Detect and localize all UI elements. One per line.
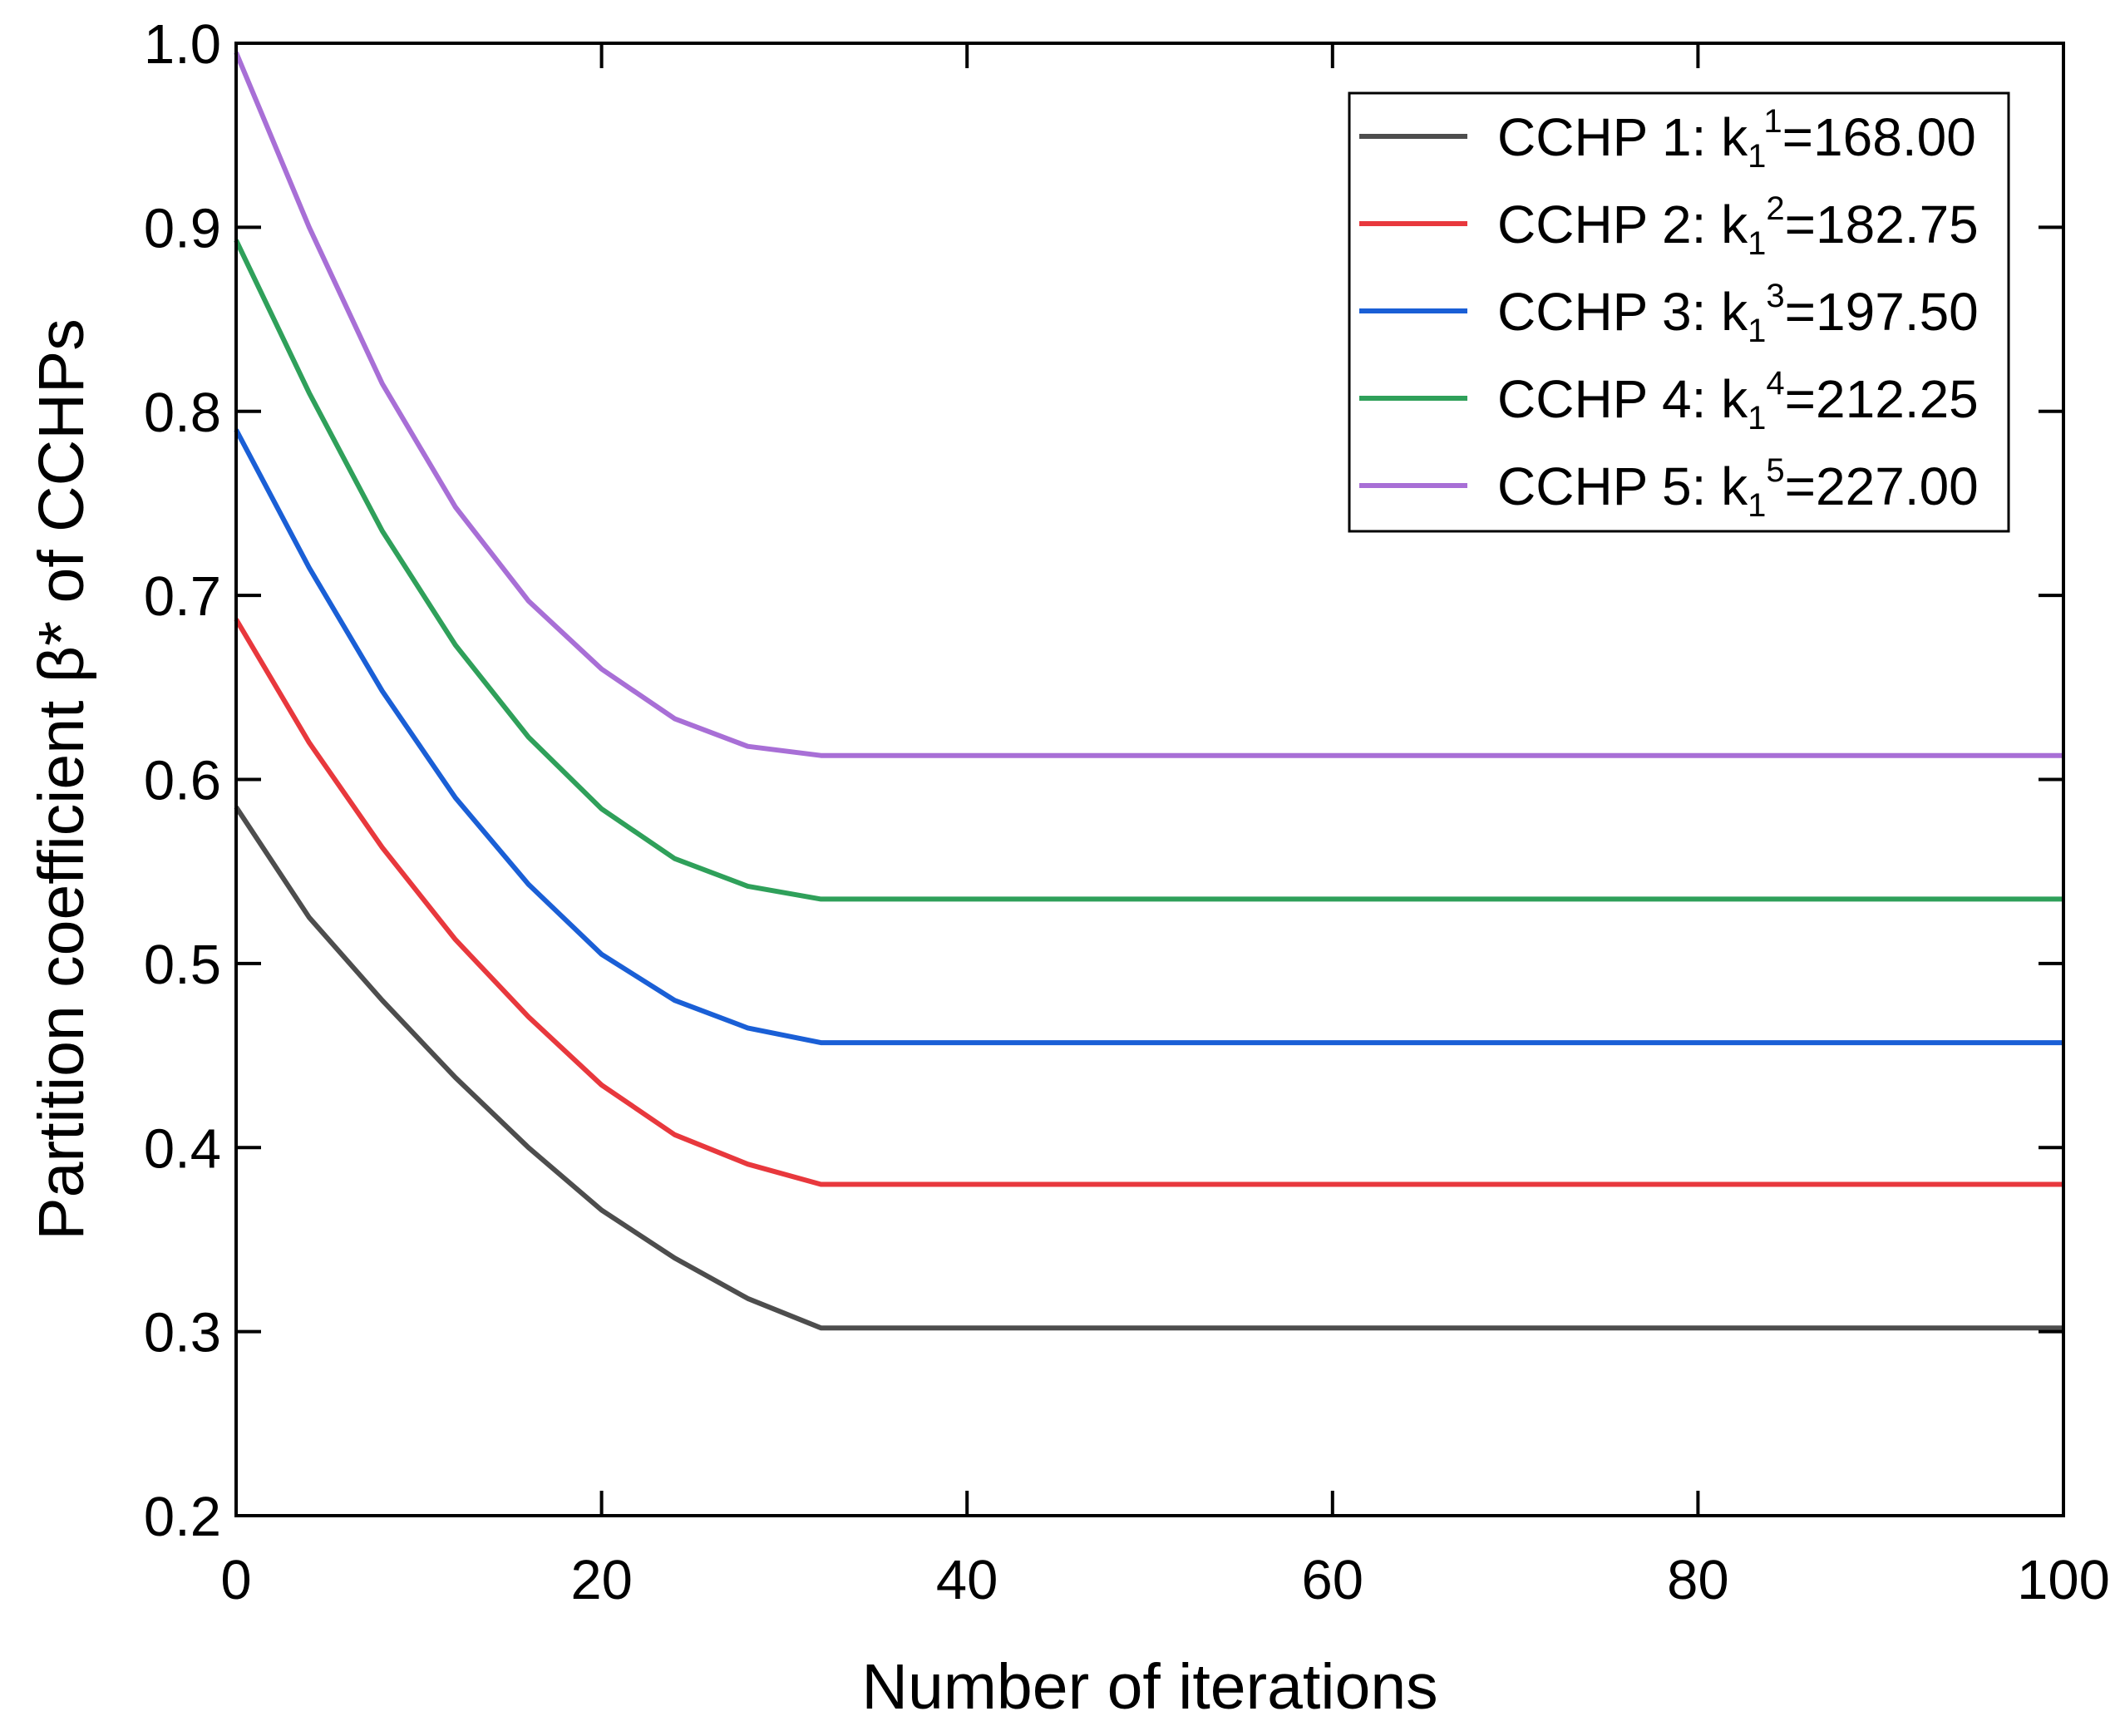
y-tick-label: 0.3 [144,1302,221,1364]
series-line-cchp-1 [234,806,2063,1331]
legend-subscript: 1 [1748,225,1766,262]
y-tick-label: 0.5 [144,934,221,996]
legend-name: CCHP 5: k [1497,456,1748,516]
legend-subscript: 1 [1748,138,1765,175]
x-tick-label: 60 [1302,1549,1364,1611]
legend-entry-cchp-1: CCHP 1: k11=168.00 [1497,103,1976,175]
legend-value: =168.00 [1782,107,1976,167]
legend-superscript: 5 [1766,452,1784,489]
y-tick-label: 0.8 [144,382,221,444]
legend-superscript: 3 [1766,278,1784,314]
legend-name: CCHP 4: k [1497,369,1748,429]
y-tick-label: 0.2 [144,1486,221,1548]
x-tick-label: 40 [936,1549,998,1611]
y-tick-label: 0.7 [144,565,221,628]
legend-superscript: 1 [1763,103,1782,140]
legend-entry-cchp-2: CCHP 2: k12=182.75 [1497,190,1979,262]
legend-subscript: 1 [1748,400,1766,436]
x-tick-label: 100 [2017,1549,2110,1611]
legend-entry-cchp-4: CCHP 4: k14=212.25 [1497,365,1979,436]
legend-value: =227.00 [1785,456,1979,516]
series-line-cchp-5 [234,51,2063,758]
series-layer [234,51,2063,1331]
legend-value: =182.75 [1785,195,1979,254]
y-axis-title: Partition coefficient β* of CCHPs [26,318,97,1240]
legend-value: =197.50 [1785,282,1979,342]
legend-entry-cchp-3: CCHP 3: k13=197.50 [1497,278,1979,349]
legend-subscript: 1 [1748,487,1766,524]
series-line-cchp-3 [234,428,2063,1046]
y-tick-label: 0.9 [144,197,221,259]
y-tick-label: 1.0 [144,13,221,76]
legend-entry-cchp-5: CCHP 5: k15=227.00 [1497,452,1979,524]
x-axis-title: Number of iterations [861,1651,1437,1723]
legend-superscript: 2 [1766,190,1784,227]
series-line-cchp-4 [234,239,2063,902]
x-tick-label: 20 [570,1549,633,1611]
legend-name: CCHP 1: k [1497,107,1748,167]
series-line-cchp-2 [234,618,2063,1187]
ticks-layer: 0 20 40 60 80 100 0.2 0.3 0.4 0.5 0.6 0.7 0.8 0.9 1.0 [144,13,2110,1611]
y-tick-label: 0.4 [144,1117,221,1180]
legend-value: =212.25 [1785,369,1979,429]
legend-name: CCHP 2: k [1497,195,1748,254]
y-tick-label: 0.6 [144,750,221,812]
legend-superscript: 4 [1766,365,1784,402]
x-tick-label: 0 [220,1549,251,1611]
legend-subscript: 1 [1748,313,1766,349]
x-tick-label: 80 [1667,1549,1729,1611]
legend-name: CCHP 3: k [1497,282,1748,342]
